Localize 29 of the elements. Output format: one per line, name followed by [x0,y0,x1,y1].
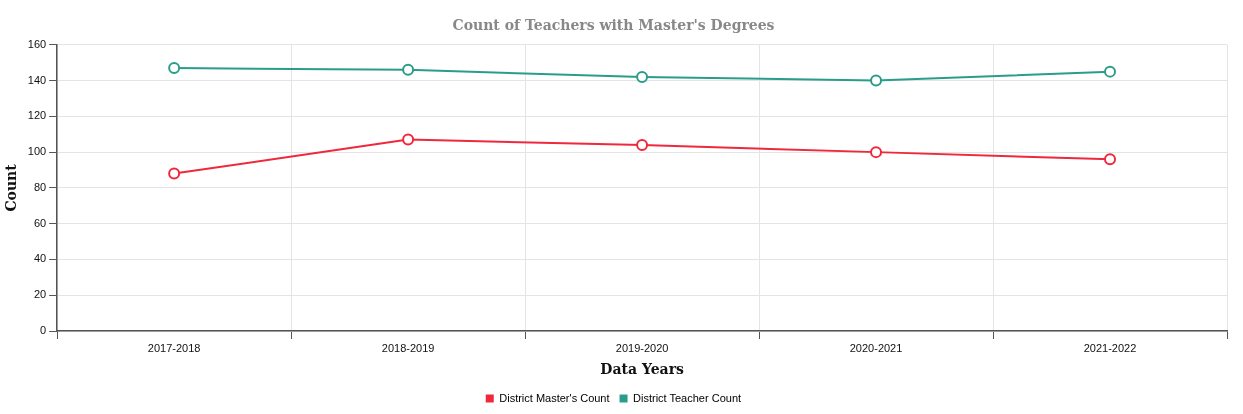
y-tick-label: 140 [27,73,47,86]
chart-title: Count of Teachers with Master's Degrees [452,17,775,34]
x-tick-label: 2018-2019 [381,341,435,354]
y-tick-label: 40 [33,252,47,265]
y-tick-label: 160 [27,37,47,50]
point [168,62,181,75]
y-tick-label: 60 [33,216,47,229]
y-tick-label: 0 [40,324,47,337]
point [636,71,649,83]
point [636,138,649,151]
y-tick-label: 80 [33,180,47,193]
point [870,74,883,87]
x-axis-title: Data Years [600,361,685,378]
y-tick-label: 100 [27,145,47,158]
y-tick-label: 20 [33,288,47,301]
x-tick-label: 2017-2018 [147,341,201,354]
y-tick-label: 120 [27,109,47,122]
legend-label: District Teacher Count [633,391,742,404]
point [870,146,883,159]
legend-label: District Master's Count [499,391,610,404]
x-tick-label: 2019-2020 [615,341,669,354]
point [402,63,415,76]
point [1104,153,1117,166]
x-tick-label: 2021-2022 [1083,341,1137,354]
point [402,133,415,146]
x-tick-label: 2020-2021 [849,341,903,354]
point [1104,65,1117,78]
point [168,167,181,180]
y-axis-title: Count [3,163,20,212]
